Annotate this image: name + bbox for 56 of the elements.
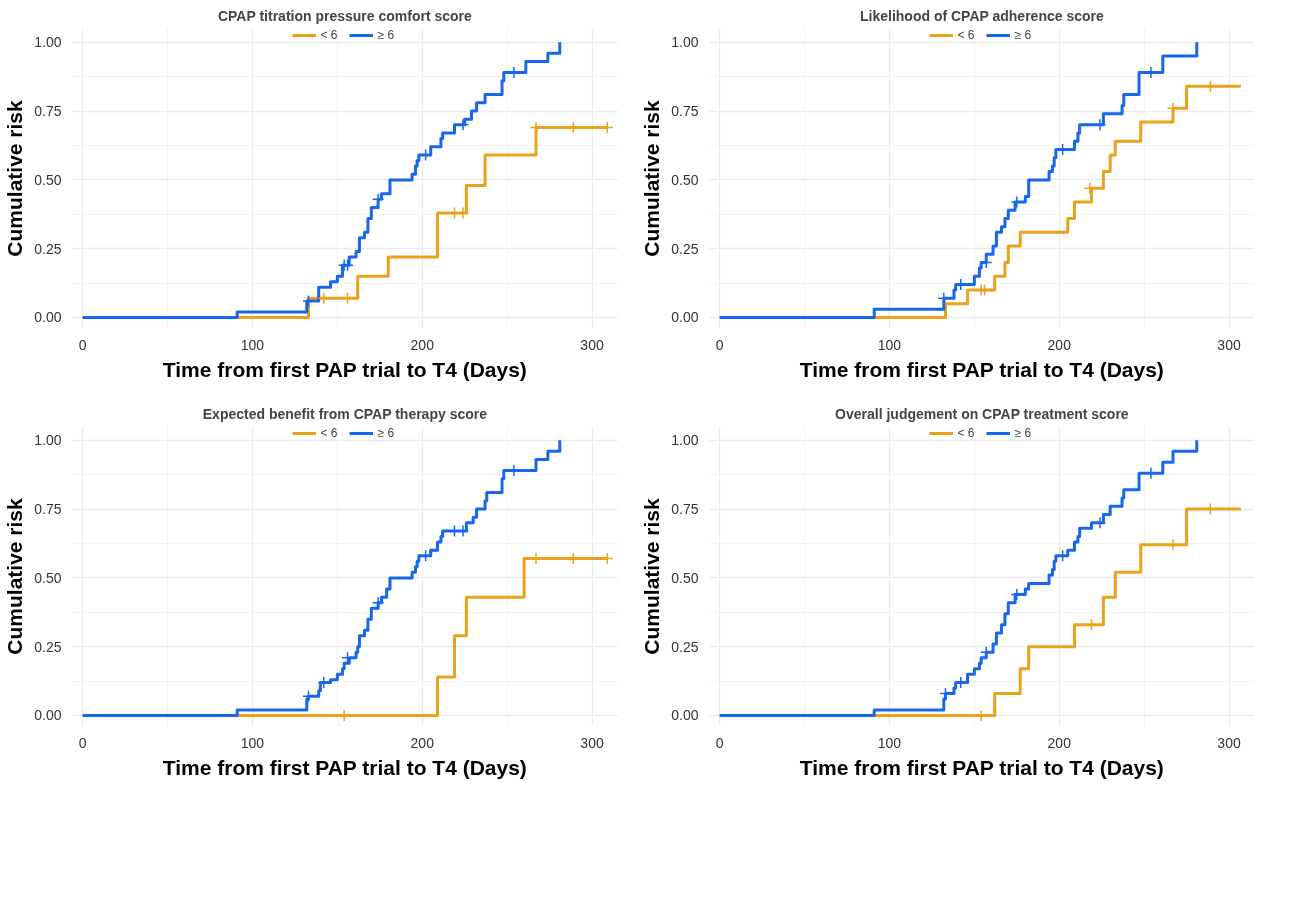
y-tick-label: 0.00 [671,707,699,724]
y-axis-title: Cumulative risk [640,99,664,257]
legend-label: ≥ 6 [377,28,396,42]
y-tick-label: 0.25 [34,240,62,257]
y-tick-label: 1.00 [34,432,62,449]
x-tick-label: 100 [240,336,265,353]
legend-label: < 6 [320,28,339,42]
y-tick-label: 0.00 [34,707,62,724]
x-axis-title: Time from first PAP trial to T4 (Days) [162,357,527,381]
x-tick-label: 100 [877,336,902,353]
x-tick-label: 200 [410,336,435,353]
y-tick-label: 1.00 [671,34,699,51]
x-tick-label: 200 [410,734,435,751]
x-tick-label: 0 [78,336,87,353]
x-tick-label: 300 [580,734,604,751]
legend-label: < 6 [320,426,339,440]
y-tick-label: 0.00 [671,309,699,326]
y-tick-label: 1.00 [34,34,62,51]
y-axis-title: Cumulative risk [640,497,664,655]
x-axis-title: Time from first PAP trial to T4 (Days) [162,755,527,779]
x-axis-title: Time from first PAP trial to T4 (Days) [799,755,1164,779]
legend-title: Likelihood of CPAP adherence score [859,7,1104,24]
x-axis-title: Time from first PAP trial to T4 (Days) [799,357,1164,381]
legend-label: < 6 [957,426,976,440]
x-tick-label: 300 [1217,336,1241,353]
x-tick-label: 200 [1047,336,1072,353]
y-tick-label: 0.75 [34,103,62,120]
x-tick-label: 100 [877,734,902,751]
y-tick-label: 0.25 [671,638,699,655]
x-tick-label: 0 [715,336,724,353]
legend-label: ≥ 6 [377,426,396,440]
y-tick-label: 0.50 [671,171,699,188]
y-tick-label: 0.25 [34,638,62,655]
legend-label: ≥ 6 [1014,28,1033,42]
x-tick-label: 100 [240,734,265,751]
y-axis-title: Cumulative risk [3,497,27,655]
legend-label: < 6 [957,28,976,42]
y-tick-label: 0.50 [671,569,699,586]
x-tick-label: 300 [580,336,604,353]
x-tick-label: 0 [78,734,87,751]
x-tick-label: 300 [1217,734,1241,751]
y-axis-title: Cumulative risk [3,99,27,257]
y-tick-label: 0.00 [34,309,62,326]
y-tick-label: 0.75 [671,501,699,518]
x-tick-label: 200 [1047,734,1072,751]
y-tick-label: 0.75 [34,501,62,518]
legend-title: Expected benefit from CPAP therapy score [202,405,488,422]
y-tick-label: 0.50 [34,569,62,586]
x-tick-label: 0 [715,734,724,751]
y-tick-label: 0.25 [671,240,699,257]
legend-title: CPAP titration pressure comfort score [217,7,473,24]
y-tick-label: 1.00 [671,432,699,449]
legend-title: Overall judgement on CPAP treatment score [835,405,1129,422]
y-tick-label: 0.75 [671,103,699,120]
legend-label: ≥ 6 [1014,426,1033,440]
y-tick-label: 0.50 [34,171,62,188]
